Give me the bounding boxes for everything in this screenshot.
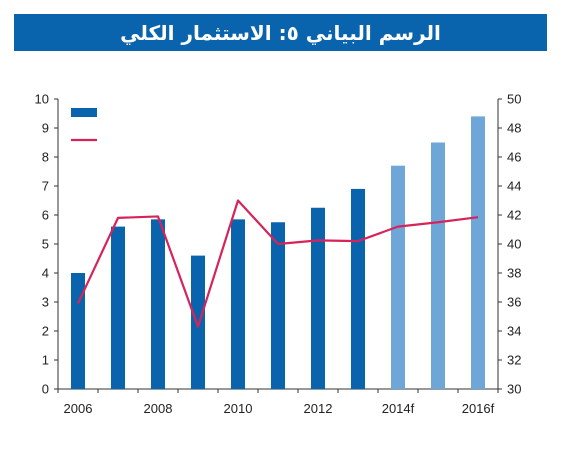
bar-2010 [231, 219, 245, 389]
bar-2016f [471, 116, 485, 390]
y-right-tick-label: 50 [507, 92, 521, 107]
y-left-tick-label: 5 [42, 237, 49, 252]
bar-2012 [311, 207, 325, 389]
y-right-tick-label: 30 [507, 382, 521, 397]
x-tick-label: 2006 [64, 401, 93, 416]
bar-2014f [391, 165, 405, 389]
y-left-tick-label: 10 [35, 92, 49, 107]
y-left-tick-label: 8 [42, 150, 49, 165]
y-right-tick-label: 44 [507, 179, 521, 194]
x-tick-label: 2008 [144, 401, 173, 416]
y-right-tick-label: 48 [507, 121, 521, 136]
y-left-tick-label: 7 [42, 179, 49, 194]
bar-2015f [431, 142, 445, 389]
y-left-tick-label: 9 [42, 121, 49, 136]
chart-legend [71, 108, 97, 142]
y-left-tick-label: 3 [42, 295, 49, 310]
y-left-tick-label: 0 [42, 382, 49, 397]
bar-series [71, 116, 485, 390]
bar-2006 [71, 273, 85, 389]
bar-2008 [151, 219, 165, 389]
y-right-tick-label: 38 [507, 266, 521, 281]
y-right-tick-label: 36 [507, 295, 521, 310]
y-right-tick-label: 32 [507, 353, 521, 368]
y-right-tick-label: 34 [507, 324, 521, 339]
bar-2009 [191, 255, 205, 389]
bar-2007 [111, 226, 125, 389]
x-tick-label: 2012 [304, 401, 333, 416]
bar-2011 [271, 222, 285, 389]
line-series [77, 199, 479, 328]
y-right-tick-label: 40 [507, 237, 521, 252]
y-right-tick-label: 46 [507, 150, 521, 165]
y-right-tick-label: 42 [507, 208, 521, 223]
bar-2013 [351, 188, 365, 389]
chart-title-bar: الرسم البياني ٥: الاستثمار الكلي [14, 14, 547, 51]
y-left-tick-label: 6 [42, 208, 49, 223]
y-left-tick-label: 4 [42, 266, 49, 281]
legend-bar-marker [71, 108, 97, 117]
x-tick-label: 2010 [224, 401, 253, 416]
x-tick-label: 2014f [382, 401, 415, 416]
chart-title: الرسم البياني ٥: الاستثمار الكلي [120, 20, 441, 45]
y-left-tick-label: 1 [42, 353, 49, 368]
x-tick-label: 2016f [462, 401, 495, 416]
y-left-tick-label: 2 [42, 324, 49, 339]
